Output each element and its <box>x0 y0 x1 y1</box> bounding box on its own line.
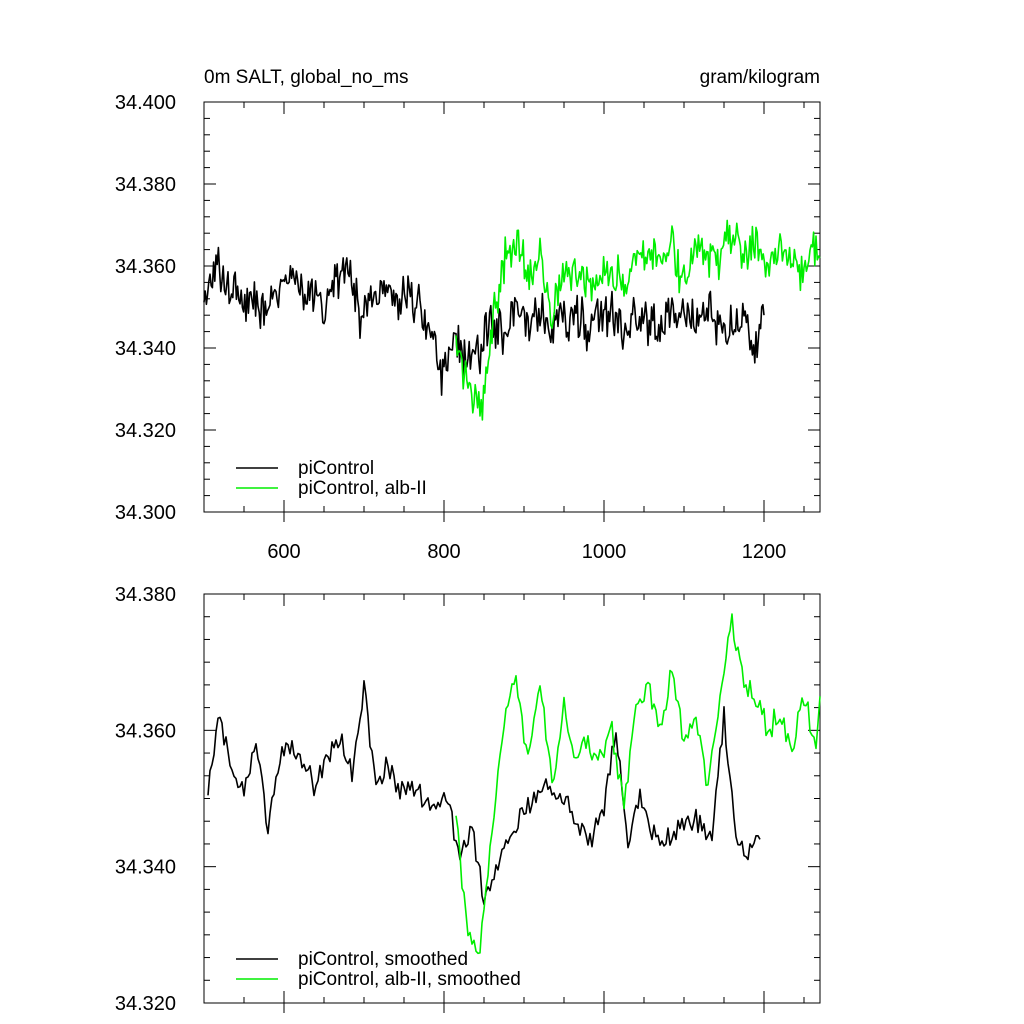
y-tick-label: 34.320 <box>115 420 176 442</box>
chart-title-left: 0m SALT, global_no_ms <box>204 67 409 88</box>
y-tick-label: 34.300 <box>115 502 176 524</box>
y-tick-label: 34.360 <box>115 720 176 742</box>
y-tick-label: 34.320 <box>115 993 176 1015</box>
legend-label: piControl, alb-II, smoothed <box>298 969 521 990</box>
legend-label: piControl, smoothed <box>298 949 468 970</box>
top-panel: 34.300 34.320 34.340 34.360 34.380 34.400 600 8… <box>115 92 821 563</box>
series-line-alb-ii <box>455 613 821 955</box>
x-tick-label: 1000 <box>582 541 627 563</box>
legend-label: piControl <box>298 458 374 479</box>
y-tick-label: 34.360 <box>115 256 176 278</box>
y-tick-label: 34.340 <box>115 338 176 360</box>
x-tick-label: 600 <box>267 541 300 563</box>
y-tick-label: 34.340 <box>115 857 176 879</box>
plot-frame <box>203 593 821 1004</box>
x-tick-label: 1200 <box>742 541 787 563</box>
series-line-alb-ii <box>455 219 821 421</box>
series-line-picontrol <box>207 679 761 906</box>
bottom-panel: 34.320 34.340 34.360 34.380 piControl, smoot… <box>115 584 821 1015</box>
y-tick-label: 34.380 <box>115 584 176 606</box>
chart-units-right: gram/kilogram <box>700 67 820 88</box>
y-tick-label: 34.380 <box>115 174 176 196</box>
series-line-picontrol <box>203 246 765 396</box>
legend-label: piControl, alb-II <box>298 478 427 499</box>
y-tick-label: 34.400 <box>115 92 176 114</box>
plot-frame <box>203 101 821 513</box>
x-tick-label: 800 <box>427 541 460 563</box>
